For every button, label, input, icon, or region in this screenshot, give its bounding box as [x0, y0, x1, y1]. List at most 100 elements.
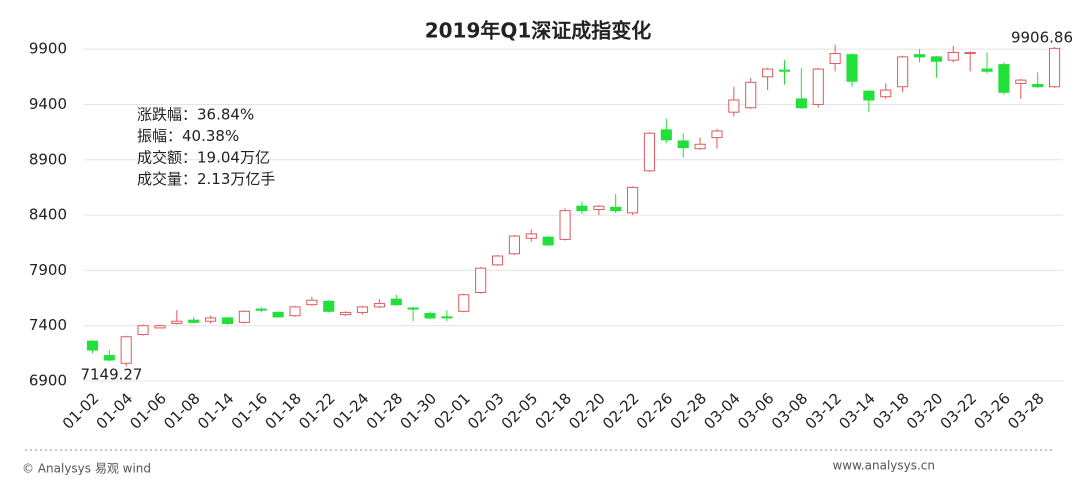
- candle-body: [998, 64, 1010, 93]
- candle-body: [913, 54, 926, 58]
- candle-body: [120, 336, 132, 364]
- candle-body: [846, 54, 858, 82]
- candle-body: [1015, 79, 1027, 84]
- y-tick-label: 8400: [29, 206, 67, 224]
- x-tick-label: 03-22: [937, 389, 981, 433]
- candle-body: [880, 89, 892, 98]
- candle-body: [711, 130, 723, 139]
- candle-body: [323, 300, 335, 312]
- candle-body: [947, 51, 959, 61]
- candle-body: [154, 325, 166, 329]
- candle-body: [238, 310, 250, 323]
- x-tick-label: 01-14: [194, 389, 238, 433]
- candle-body: [694, 143, 706, 150]
- x-tick-label: 02-28: [667, 389, 711, 433]
- y-tick-label: 9900: [29, 40, 67, 58]
- candle-body: [576, 205, 588, 212]
- candle-body: [407, 307, 419, 310]
- candle-body: [340, 311, 352, 316]
- x-tick-label: 03-26: [970, 389, 1014, 433]
- candle-body: [542, 236, 554, 246]
- x-tick-label: 03-18: [869, 389, 913, 433]
- annotation: 7149.27: [80, 366, 142, 384]
- x-tick-label: 01-04: [93, 389, 137, 433]
- y-tick-label: 9400: [29, 95, 67, 113]
- candle-body: [897, 56, 909, 88]
- x-tick-label: 02-22: [599, 389, 643, 433]
- x-tick-label: 02-26: [633, 389, 677, 433]
- x-tick-label: 03-08: [768, 389, 812, 433]
- candle-body: [829, 53, 841, 65]
- candle-body: [508, 235, 520, 255]
- candle-body: [762, 68, 774, 78]
- candle-body: [356, 306, 369, 313]
- y-tick-label: 7400: [29, 316, 67, 334]
- x-tick-label: 01-08: [160, 389, 204, 433]
- candle-body: [728, 99, 740, 113]
- chart-title: 2019年Q1深证成指变化: [425, 19, 652, 43]
- candle-body: [863, 90, 875, 101]
- candle-body: [390, 298, 402, 306]
- x-tick-label: 02-20: [565, 389, 609, 433]
- candle-body: [289, 306, 301, 317]
- x-tick-label: 01-24: [329, 389, 373, 433]
- candle-body: [475, 267, 487, 294]
- stat-text: 振幅：40.38%: [137, 127, 239, 145]
- x-tick-label: 03-04: [700, 389, 744, 433]
- candle-body: [86, 340, 99, 351]
- x-tick-label: 01-06: [126, 389, 170, 433]
- candle-body: [610, 206, 622, 212]
- candle-body: [373, 303, 385, 308]
- y-tick-label: 7900: [29, 261, 67, 279]
- x-tick-label: 01-18: [261, 389, 305, 433]
- x-tick-label: 01-16: [228, 389, 272, 433]
- x-tick-label: 02-01: [430, 389, 474, 433]
- candle-body: [491, 255, 504, 266]
- candle-body: [812, 68, 824, 105]
- candle-body: [660, 129, 672, 141]
- candle-body: [964, 51, 976, 55]
- stat-text: 成交量：2.13万亿手: [137, 170, 275, 188]
- candle-body: [677, 140, 689, 149]
- candle-body: [306, 299, 318, 306]
- candle-body: [171, 320, 183, 324]
- annotation: 9906.86: [1011, 29, 1073, 47]
- x-tick-label: 01-30: [396, 389, 440, 433]
- candle-body: [424, 313, 436, 319]
- x-tick-label: 02-05: [498, 389, 542, 433]
- candle-body: [593, 205, 605, 211]
- candle-body: [103, 355, 115, 361]
- x-tick-label: 02-03: [464, 389, 508, 433]
- candle-body: [559, 210, 571, 240]
- candle-body: [221, 317, 234, 324]
- x-tick-label: 01-02: [59, 389, 103, 433]
- x-tick-label: 03-28: [1004, 389, 1048, 433]
- candle-body: [1048, 47, 1061, 88]
- candle-body: [205, 317, 217, 322]
- x-tick-label: 02-18: [532, 389, 576, 433]
- x-tick-label: 03-06: [734, 389, 778, 433]
- y-tick-label: 8900: [29, 150, 67, 168]
- footer-left: © Analysys 易观 wind: [22, 462, 151, 476]
- candle-body: [930, 56, 942, 62]
- candle-body: [188, 319, 200, 323]
- candle-body: [137, 325, 149, 336]
- candle-body: [1032, 84, 1044, 88]
- candle-body: [441, 316, 453, 319]
- candle-body: [981, 68, 993, 72]
- x-tick-label: 03-14: [835, 389, 879, 433]
- stat-text: 涨跌幅：36.84%: [137, 106, 254, 124]
- candle-body: [643, 132, 656, 172]
- x-tick-label: 01-22: [295, 389, 339, 433]
- stat-text: 成交额：19.04万亿: [137, 149, 270, 167]
- x-tick-label: 03-20: [903, 389, 947, 433]
- candle-body: [778, 69, 791, 72]
- x-tick-label: 03-12: [802, 389, 846, 433]
- candle-body: [255, 308, 267, 311]
- y-tick-label: 6900: [29, 372, 67, 390]
- candle-body: [272, 311, 284, 318]
- footer-right: www.analysys.cn: [832, 459, 935, 473]
- candle-body: [795, 98, 807, 109]
- candle-body: [525, 233, 537, 239]
